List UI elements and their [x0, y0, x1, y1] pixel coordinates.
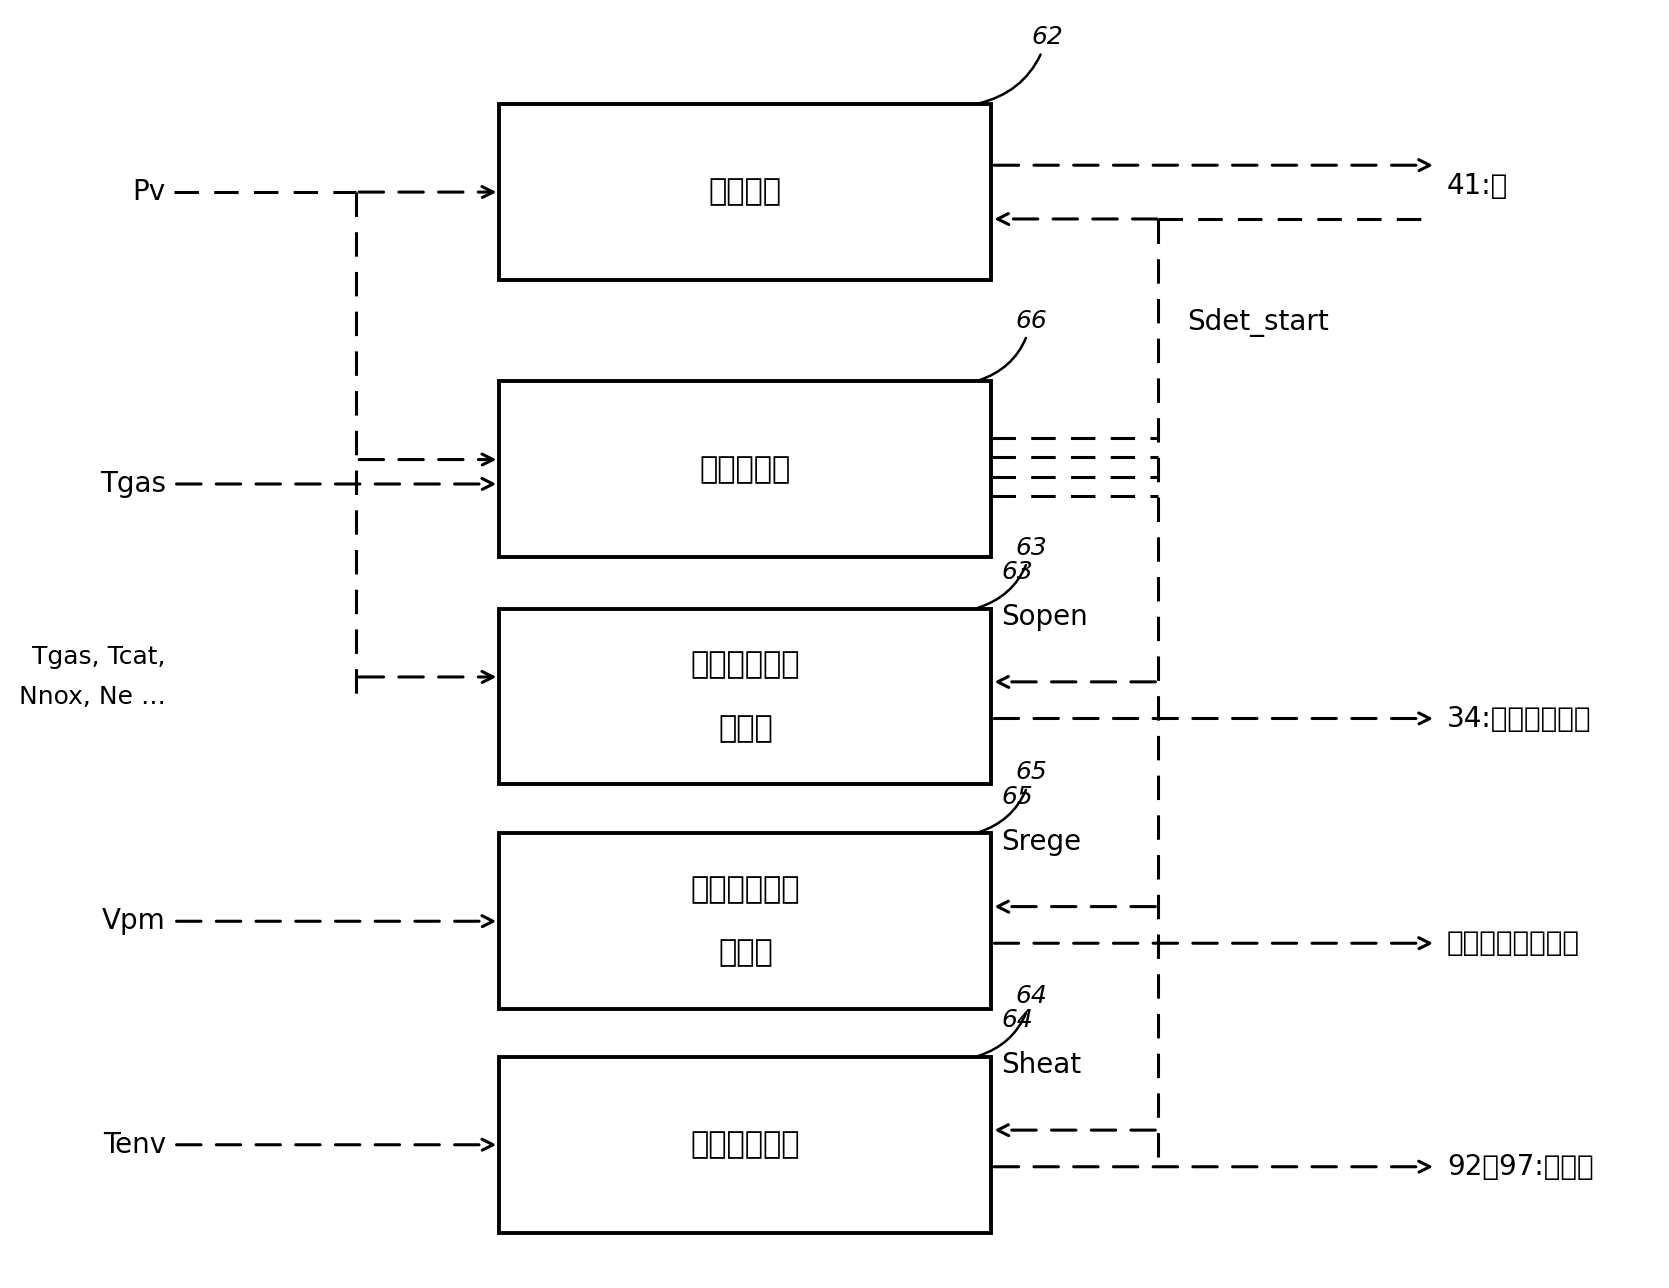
Text: 63: 63 — [978, 536, 1046, 608]
Text: 堵塞判定部: 堵塞判定部 — [699, 455, 791, 484]
Text: 泵控制部: 泵控制部 — [709, 178, 781, 206]
Text: 65: 65 — [978, 760, 1046, 832]
Text: 66: 66 — [978, 309, 1046, 380]
Text: Tgas, Tcat,: Tgas, Tcat, — [32, 645, 165, 670]
Bar — [499, 1057, 991, 1233]
Text: 排气温度升温: 排气温度升温 — [691, 875, 799, 904]
Text: Tgas: Tgas — [100, 470, 165, 498]
Text: 92～97:加热器: 92～97:加热器 — [1447, 1153, 1594, 1181]
Text: Sheat: Sheat — [1001, 1051, 1082, 1079]
Text: Sopen: Sopen — [1001, 603, 1088, 631]
Text: 控制部: 控制部 — [718, 939, 773, 967]
Text: Vpm: Vpm — [102, 907, 165, 935]
Text: 64: 64 — [978, 984, 1046, 1056]
Text: 63: 63 — [1001, 560, 1033, 585]
Text: 65: 65 — [1001, 784, 1033, 809]
Text: 还原剂喷射阀: 还原剂喷射阀 — [691, 650, 799, 679]
Text: 34:还原剂喷射阀: 34:还原剂喷射阀 — [1447, 705, 1592, 733]
Bar — [499, 104, 991, 279]
Text: Pv: Pv — [134, 178, 165, 206]
Text: 控制部: 控制部 — [718, 714, 773, 743]
Bar — [499, 609, 991, 784]
Text: 排气温度升温机构: 排气温度升温机构 — [1447, 929, 1581, 957]
Bar — [499, 833, 991, 1010]
Text: 41:泵: 41:泵 — [1447, 173, 1509, 200]
Text: Nnox, Ne …: Nnox, Ne … — [18, 684, 165, 708]
Text: Sdet_start: Sdet_start — [1187, 308, 1329, 337]
Text: 加热器控制部: 加热器控制部 — [691, 1131, 799, 1159]
Text: 64: 64 — [1001, 1009, 1033, 1033]
Text: Srege: Srege — [1001, 828, 1082, 855]
Text: 62: 62 — [978, 26, 1063, 103]
Text: Tenv: Tenv — [103, 1131, 165, 1159]
Bar — [499, 381, 991, 558]
